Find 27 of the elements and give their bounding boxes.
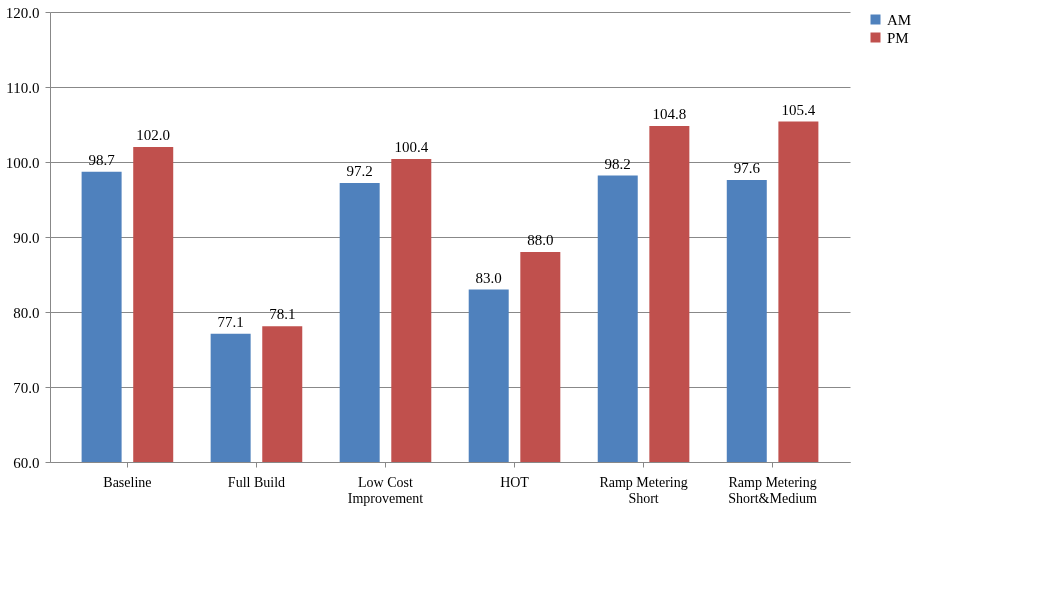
y-tick-label: 80.0 xyxy=(13,304,40,321)
data-label: 97.6 xyxy=(733,160,761,176)
y-tick-label: 70.0 xyxy=(13,379,40,396)
data-label: 97.2 xyxy=(346,163,373,179)
data-label: 98.7 xyxy=(88,151,116,168)
data-label: 83.0 xyxy=(475,269,502,286)
data-label: 105.4 xyxy=(781,101,816,118)
data-label: 100.4 xyxy=(394,139,429,155)
data-label: 102.0 xyxy=(136,127,171,143)
data-label: 77.1 xyxy=(217,313,244,330)
y-tick-label: 100.0 xyxy=(5,154,40,171)
y-tick-label: 110.0 xyxy=(6,79,40,96)
legend-label: AM xyxy=(887,11,912,28)
x-tick-label: Ramp Metering Short xyxy=(599,474,688,506)
data-label: 104.8 xyxy=(652,106,687,122)
x-tick-label: Ramp Metering Short&Medium xyxy=(728,474,818,506)
y-tick-label: 120.0 xyxy=(5,4,40,21)
data-label: 88.0 xyxy=(527,232,554,248)
y-tick-label: 90.0 xyxy=(13,229,40,246)
x-tick-label: Full Build xyxy=(227,474,286,490)
x-tick-label: HOT xyxy=(500,474,530,490)
x-tick-label: Low Cost Improvement xyxy=(347,474,424,506)
data-label: 78.1 xyxy=(269,306,296,323)
y-tick-label: 60.0 xyxy=(13,454,40,471)
data-label: 98.2 xyxy=(604,155,631,172)
x-tick-label: Baseline xyxy=(103,474,152,490)
legend-label: PM xyxy=(887,29,909,46)
